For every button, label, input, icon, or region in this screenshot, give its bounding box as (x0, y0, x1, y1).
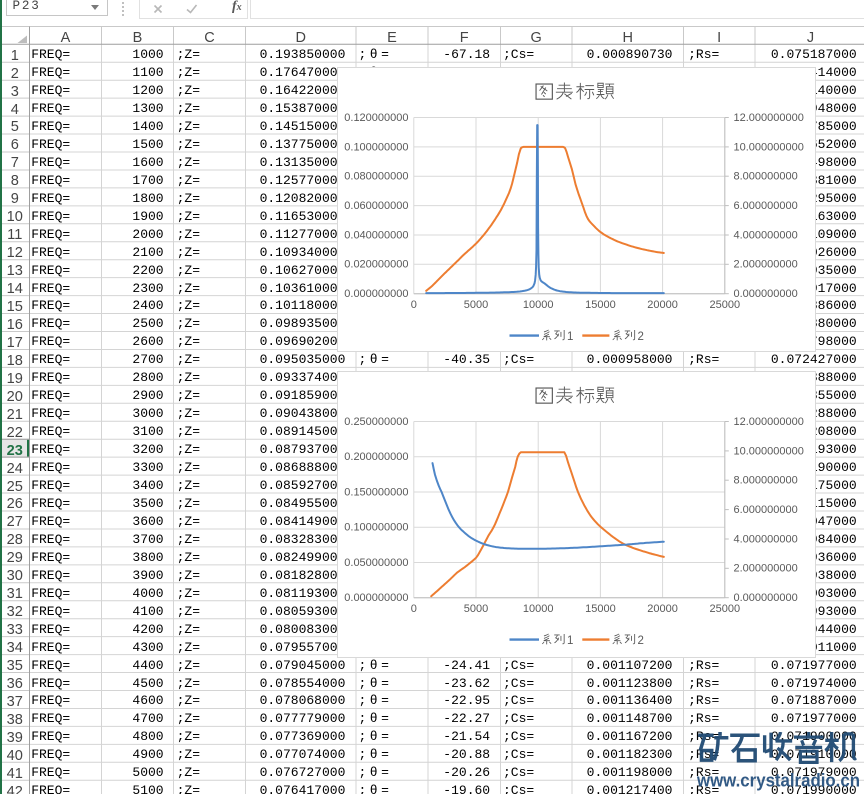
svg-text:20000: 20000 (647, 603, 678, 615)
svg-text:1: 1 (567, 635, 573, 647)
svg-text:0: 0 (410, 603, 416, 615)
svg-text:15000: 15000 (585, 299, 616, 311)
svg-text:0.200000000: 0.200000000 (344, 451, 408, 463)
svg-text:15000: 15000 (585, 603, 616, 615)
svg-text:25000: 25000 (709, 299, 740, 311)
svg-text:0.100000000: 0.100000000 (344, 522, 408, 534)
svg-text:www.crystalradio.cn: www.crystalradio.cn (696, 771, 860, 791)
svg-text:0.020000000: 0.020000000 (344, 259, 408, 271)
svg-text:10.000000000: 10.000000000 (733, 446, 803, 458)
svg-text:5000: 5000 (463, 299, 487, 311)
svg-text:0.060000000: 0.060000000 (344, 200, 408, 212)
svg-text:10000: 10000 (522, 603, 553, 615)
svg-text:4.000000000: 4.000000000 (733, 534, 797, 546)
svg-text:10000: 10000 (522, 299, 553, 311)
svg-text:0.000000000: 0.000000000 (344, 592, 408, 604)
svg-text:20000: 20000 (647, 299, 678, 311)
svg-text:2.000000000: 2.000000000 (733, 259, 797, 271)
svg-text:2: 2 (637, 635, 643, 647)
svg-text:0.000000000: 0.000000000 (344, 288, 408, 300)
svg-text:6.000000000: 6.000000000 (733, 504, 797, 516)
svg-text:1: 1 (567, 331, 573, 343)
svg-text:10.000000000: 10.000000000 (733, 141, 803, 153)
svg-text:12.000000000: 12.000000000 (733, 112, 803, 124)
svg-text:0.050000000: 0.050000000 (344, 557, 408, 569)
svg-text:2: 2 (637, 331, 643, 343)
svg-text:0: 0 (410, 299, 416, 311)
svg-text:8.000000000: 8.000000000 (733, 475, 797, 487)
svg-text:2.000000000: 2.000000000 (733, 563, 797, 575)
svg-text:5000: 5000 (463, 603, 487, 615)
svg-text:6.000000000: 6.000000000 (733, 200, 797, 212)
svg-text:0.040000000: 0.040000000 (344, 229, 408, 241)
svg-text:0.100000000: 0.100000000 (344, 141, 408, 153)
svg-text:0.000000000: 0.000000000 (733, 288, 797, 300)
svg-text:4.000000000: 4.000000000 (733, 229, 797, 241)
svg-text:0.120000000: 0.120000000 (344, 112, 408, 124)
svg-text:8.000000000: 8.000000000 (733, 171, 797, 183)
svg-text:0.150000000: 0.150000000 (344, 487, 408, 499)
svg-text:25000: 25000 (709, 603, 740, 615)
svg-text:0.080000000: 0.080000000 (344, 171, 408, 183)
svg-text:0.000000000: 0.000000000 (733, 592, 797, 604)
svg-text:0.250000000: 0.250000000 (344, 416, 408, 428)
svg-text:12.000000000: 12.000000000 (733, 416, 803, 428)
